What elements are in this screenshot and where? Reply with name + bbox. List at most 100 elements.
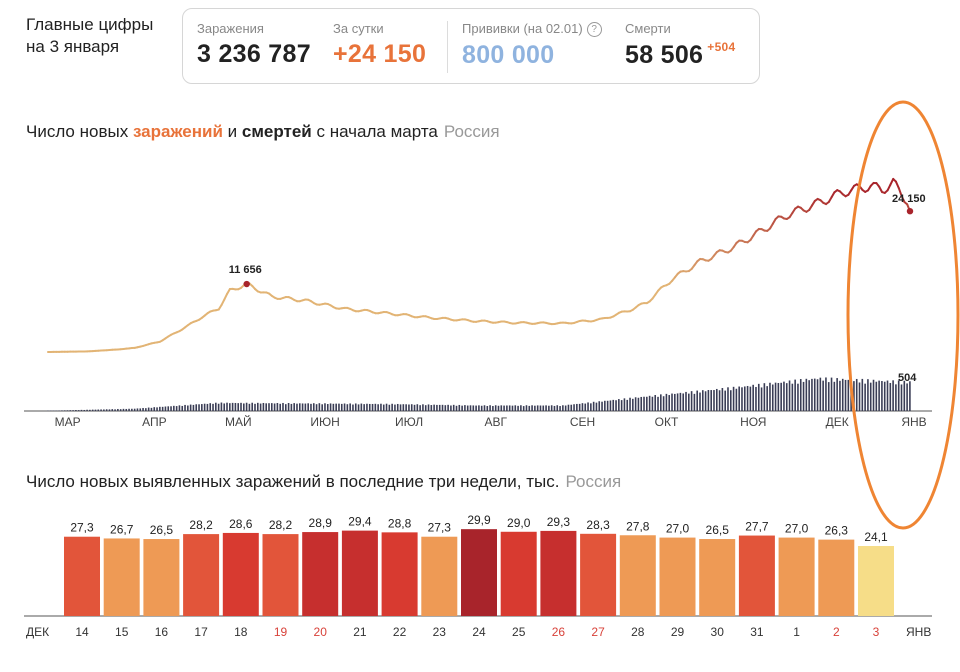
death-bar bbox=[847, 379, 850, 411]
chart1-title-deaths: смертей bbox=[241, 122, 312, 141]
death-bar bbox=[114, 409, 116, 411]
question-icon[interactable]: ? bbox=[586, 22, 602, 37]
death-bar bbox=[304, 403, 307, 411]
death-bar bbox=[108, 409, 111, 411]
highlight-circle bbox=[846, 100, 960, 530]
death-bar bbox=[436, 404, 438, 411]
death-bar bbox=[338, 403, 340, 411]
stat-vaccinations-label: Прививки (на 02.01) bbox=[462, 21, 583, 36]
day-tick-label: 17 bbox=[194, 625, 208, 639]
death-bar bbox=[788, 380, 791, 411]
death-bar bbox=[189, 404, 192, 411]
death-bar bbox=[615, 400, 617, 411]
death-bar bbox=[184, 404, 186, 411]
death-bar bbox=[103, 409, 105, 411]
day-tick-label: 19 bbox=[274, 625, 288, 639]
death-bar bbox=[721, 388, 724, 411]
death-bar bbox=[326, 404, 329, 411]
bar-value-label: 28,6 bbox=[229, 517, 253, 531]
death-bar bbox=[665, 393, 668, 411]
death-bar bbox=[718, 390, 721, 411]
day-tick-label: 14 bbox=[75, 625, 89, 639]
bar-value-label: 26,5 bbox=[150, 523, 174, 537]
bar-value-label: 28,2 bbox=[189, 518, 213, 532]
bar bbox=[381, 532, 418, 616]
death-bar bbox=[771, 384, 774, 411]
death-bar bbox=[212, 403, 214, 411]
death-bar bbox=[629, 397, 631, 411]
stat-vaccinations-label-row: Прививки (на 02.01)? bbox=[462, 21, 602, 37]
bar-value-label: 27,0 bbox=[666, 522, 690, 536]
death-bar bbox=[727, 387, 729, 411]
death-bar bbox=[676, 393, 679, 411]
death-bar bbox=[452, 404, 455, 411]
death-bar bbox=[841, 378, 844, 411]
death-bar bbox=[276, 403, 279, 411]
death-bar bbox=[346, 404, 349, 411]
death-bar bbox=[757, 383, 760, 411]
death-bar bbox=[749, 386, 752, 411]
death-bar bbox=[892, 380, 894, 411]
chart1-month-tick: ОКТ bbox=[655, 415, 679, 429]
death-bar bbox=[886, 380, 889, 411]
death-bar bbox=[237, 403, 240, 411]
death-bar bbox=[86, 409, 88, 411]
bar bbox=[143, 539, 180, 616]
death-bar bbox=[707, 390, 710, 411]
bar bbox=[738, 535, 775, 616]
stat-deaths-row: 58 506 +504 bbox=[625, 40, 736, 70]
infection-line-segment bbox=[897, 187, 903, 197]
death-bar bbox=[827, 382, 830, 411]
death-bar bbox=[100, 409, 102, 411]
death-bar bbox=[699, 392, 701, 411]
death-bar bbox=[433, 404, 435, 411]
death-bar bbox=[226, 402, 228, 411]
death-bar bbox=[531, 405, 533, 411]
death-bar bbox=[713, 390, 715, 411]
death-bar bbox=[897, 380, 900, 411]
death-bar bbox=[447, 404, 449, 411]
death-bar bbox=[72, 410, 74, 411]
stat-deaths: Смерти 58 506 +504 bbox=[625, 21, 736, 70]
death-bar bbox=[520, 405, 522, 411]
chart1-month-tick: АВГ bbox=[485, 415, 508, 429]
death-bar bbox=[808, 380, 810, 411]
death-bar bbox=[587, 402, 589, 411]
death-bar bbox=[75, 410, 77, 411]
death-bar bbox=[769, 382, 771, 411]
stat-daily-value: +24 150 bbox=[333, 40, 427, 68]
death-bar bbox=[335, 403, 337, 411]
annotation-label: 11 656 bbox=[229, 264, 262, 276]
death-bar bbox=[136, 408, 139, 411]
death-bar bbox=[153, 407, 156, 411]
bar bbox=[302, 532, 339, 616]
death-bar bbox=[553, 405, 556, 411]
death-bar bbox=[601, 401, 603, 411]
death-bar bbox=[195, 404, 198, 411]
annotation-label: 24 150 bbox=[892, 193, 926, 205]
death-bar bbox=[833, 381, 836, 411]
stat-infections: Заражения 3 236 787 bbox=[197, 21, 311, 69]
death-bar bbox=[648, 395, 651, 411]
infection-line-segment bbox=[220, 298, 226, 307]
bar bbox=[858, 546, 894, 616]
death-bar bbox=[156, 407, 158, 411]
bar bbox=[421, 536, 458, 616]
death-bar bbox=[858, 382, 861, 411]
death-bar bbox=[503, 405, 505, 411]
death-bar bbox=[438, 404, 441, 411]
death-bar bbox=[217, 403, 220, 411]
day-tick-label: 27 bbox=[591, 625, 605, 639]
chart2-title: Число новых выявленных заражений в после… bbox=[26, 472, 621, 492]
death-bar bbox=[296, 403, 298, 411]
death-bar bbox=[802, 381, 805, 411]
death-bar bbox=[173, 405, 175, 411]
death-bar bbox=[329, 403, 332, 411]
death-bar bbox=[626, 399, 629, 411]
death-bar bbox=[287, 402, 290, 411]
death-bar bbox=[550, 405, 553, 411]
death-bar bbox=[816, 379, 819, 411]
death-bar bbox=[497, 405, 500, 411]
death-bar bbox=[735, 388, 738, 411]
